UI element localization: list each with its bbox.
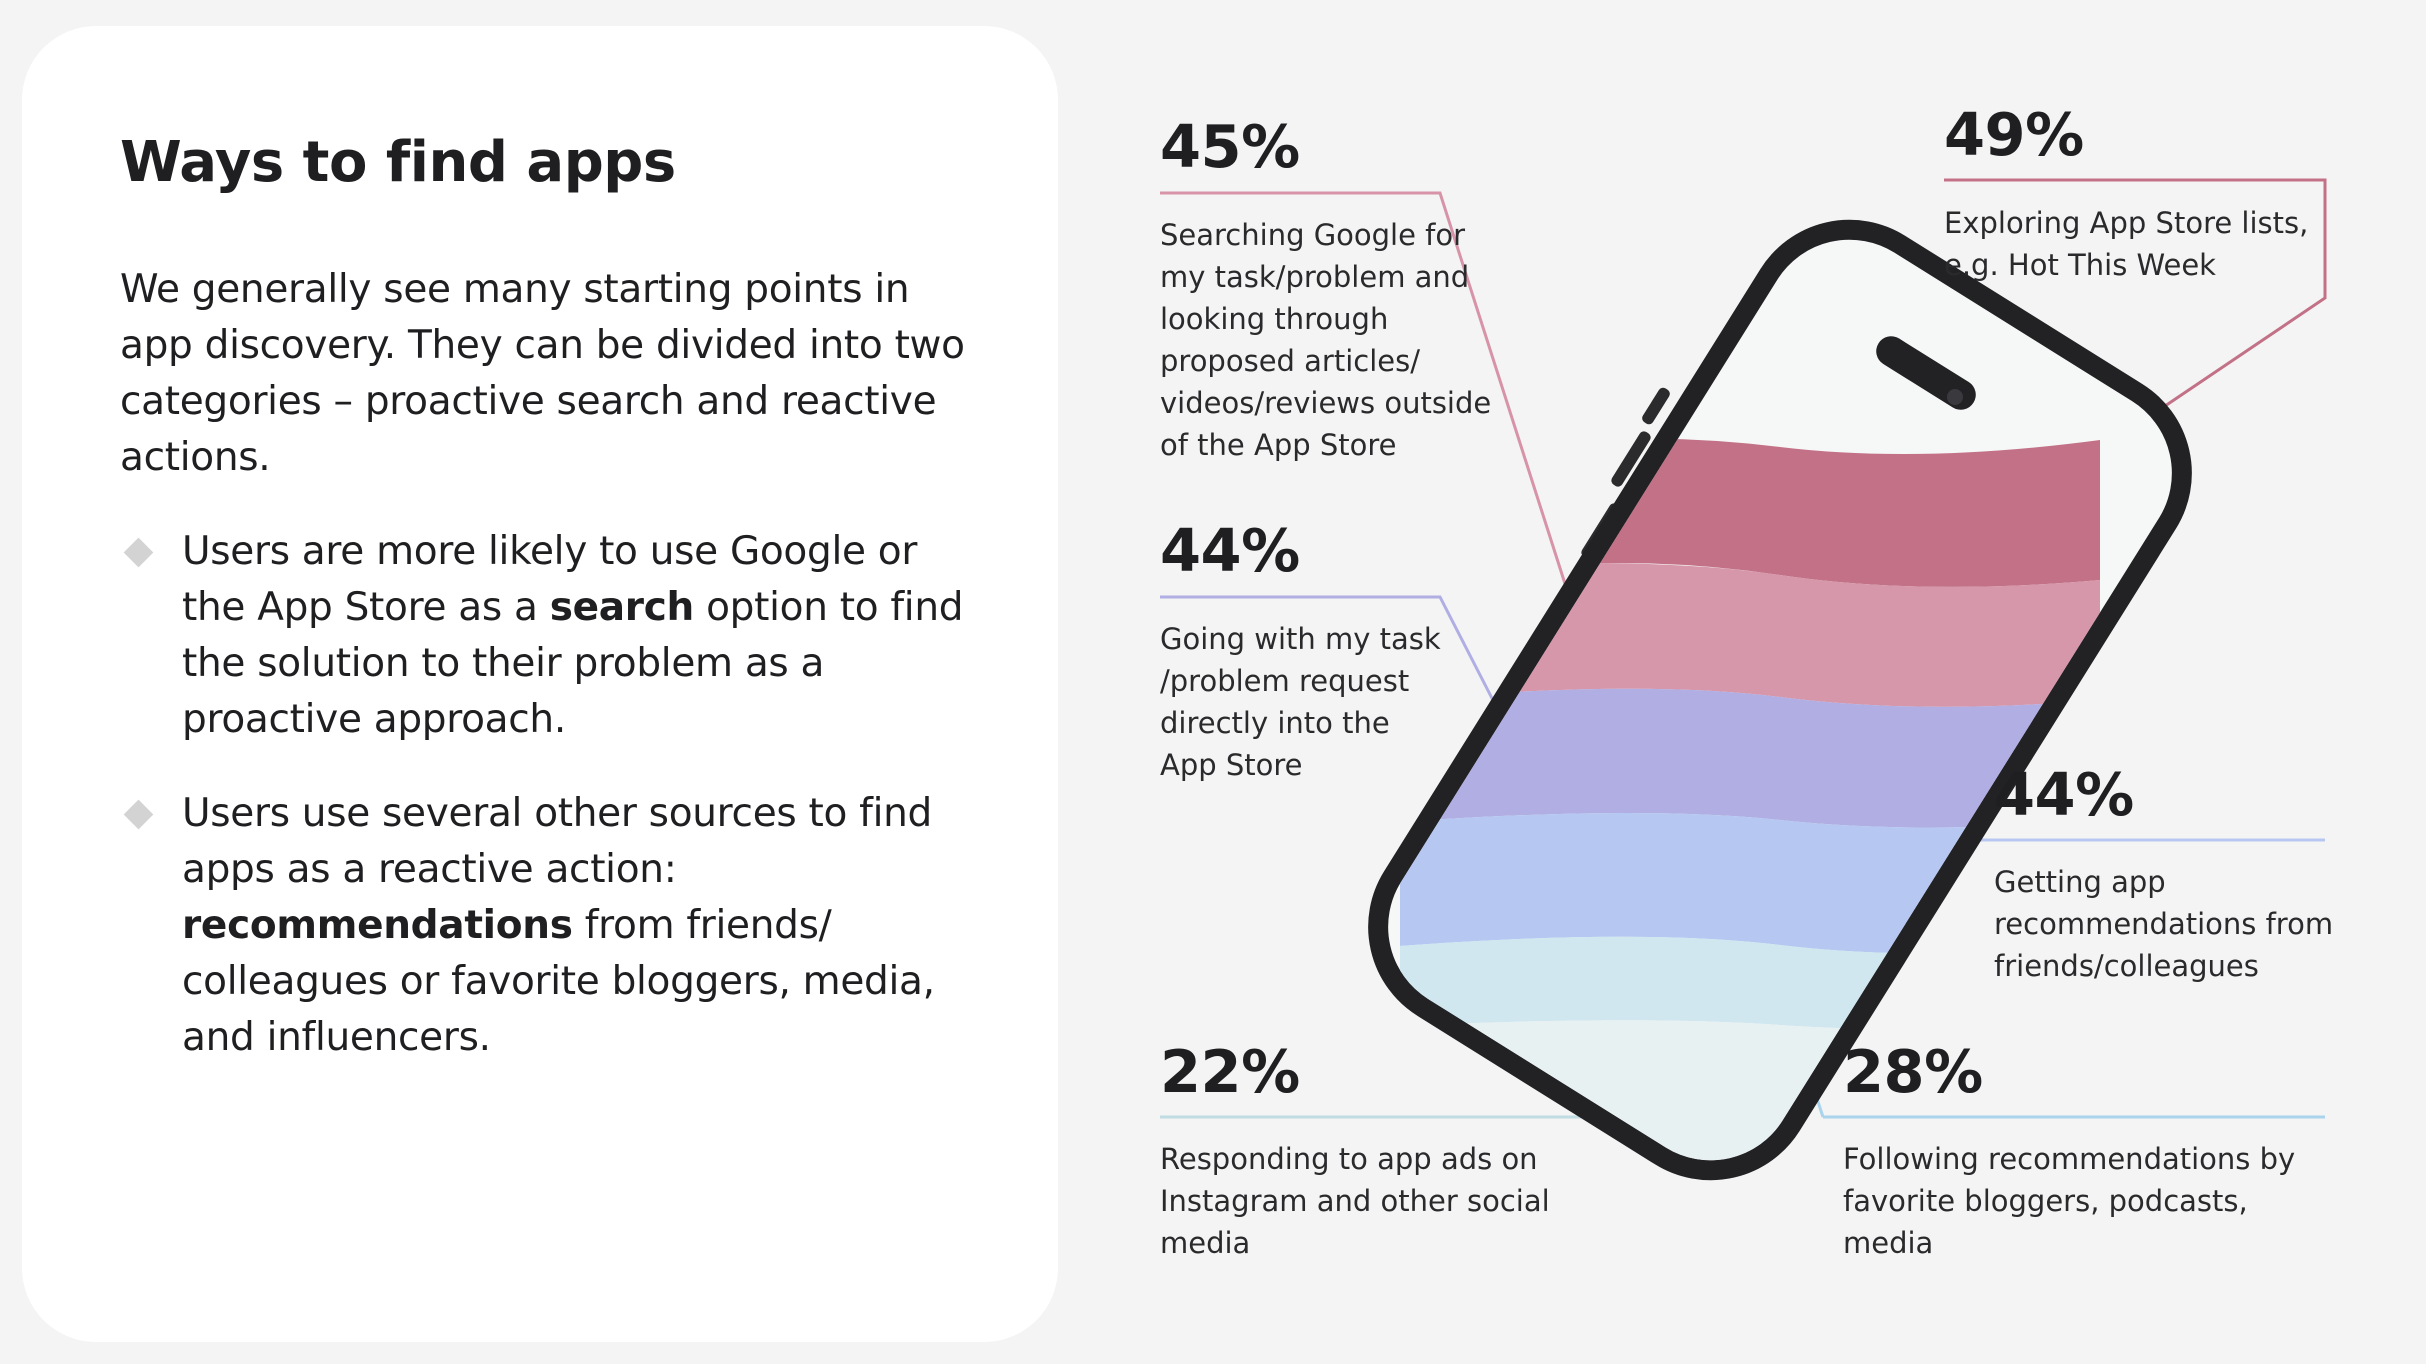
stat-description-google: Searching Google for my task/problem and… (1160, 218, 1492, 462)
stat-percent-ads: 22% (1160, 1037, 1300, 1106)
content-card (22, 26, 1058, 1342)
page-title: Ways to find apps (120, 130, 676, 195)
stat-description-ads: Responding to app ads on Instagram and o… (1160, 1142, 1550, 1260)
stat-description-friends: Getting app recommendations from friends… (1994, 865, 2334, 983)
bullet-recommendations: Users use several other sources to find … (120, 786, 980, 1066)
emphasis-search: search (549, 585, 695, 630)
stat-percent-appstore-direct: 44% (1160, 516, 1300, 585)
phone-button (1642, 387, 1670, 425)
stat-percent-bloggers: 28% (1843, 1037, 1983, 1106)
intro-paragraph: We generally see many starting points in… (120, 267, 965, 480)
stat-percent-friends: 44% (1994, 760, 2134, 829)
connector-line-appstore-lists (1944, 178, 2327, 460)
phone-camera-lens (1947, 389, 1963, 405)
connector-line-google (1160, 191, 1569, 591)
stat-percent-appstore-lists: 49% (1944, 100, 2084, 169)
phone-button (1611, 431, 1651, 487)
stat-percent-google: 45% (1160, 112, 1300, 181)
stat-description-appstore-lists: Exploring App Store lists, e.g. Hot This… (1944, 206, 2309, 282)
bullet-search: Users are more likely to use Google or t… (120, 524, 980, 748)
connector-line-appstore-direct (1160, 595, 1500, 711)
stat-description-bloggers: Following recommendations by favorite bl… (1843, 1142, 2296, 1260)
screen-band (1400, 688, 2100, 828)
stat-description-appstore-direct: Going with my task /problem request dire… (1160, 622, 1441, 782)
emphasis-recommendations: recommendations (182, 903, 573, 948)
